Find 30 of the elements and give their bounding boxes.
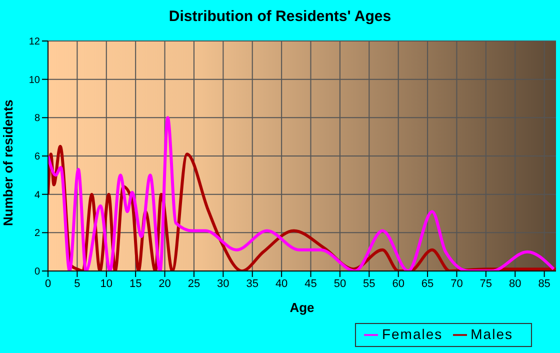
x-tick-label: 75 (480, 278, 492, 290)
x-tick-label: 0 (44, 278, 52, 290)
x-tick-label: 85 (538, 278, 550, 290)
y-axis-title: Number of residents (0, 100, 16, 226)
x-tick-label: 35 (246, 278, 258, 290)
x-tick-label: 60 (392, 278, 404, 290)
x-tick-label: 55 (363, 278, 376, 290)
y-tick-label: 8 (34, 113, 40, 124)
x-tick-label: 50 (334, 278, 346, 290)
x-tick-label: 25 (188, 278, 200, 290)
x-tick-label: 10 (100, 278, 113, 290)
x-tick-label: 40 (275, 278, 288, 290)
y-tick-label: 2 (34, 228, 40, 240)
y-tick-label: 6 (34, 152, 40, 163)
legend-label: Males (470, 326, 513, 342)
x-tick-label: 70 (450, 278, 463, 290)
y-tick-label: 12 (28, 36, 40, 48)
chart-title: Distribution of Residents' Ages (168, 8, 392, 25)
x-tick-label: 15 (129, 278, 142, 290)
x-tick-label: 5 (74, 278, 80, 290)
x-tick-label: 80 (509, 278, 522, 290)
x-tick-label: 65 (421, 278, 434, 290)
legend-label: Females (382, 326, 443, 342)
y-tick-label: 10 (28, 74, 40, 86)
x-tick-label: 45 (304, 278, 317, 290)
y-tick-label: 0 (34, 266, 40, 278)
x-axis-title: Age (290, 300, 314, 316)
x-tick-label: 20 (158, 278, 171, 290)
y-tick-label: 4 (34, 190, 40, 201)
x-tick-label: 30 (217, 278, 230, 290)
